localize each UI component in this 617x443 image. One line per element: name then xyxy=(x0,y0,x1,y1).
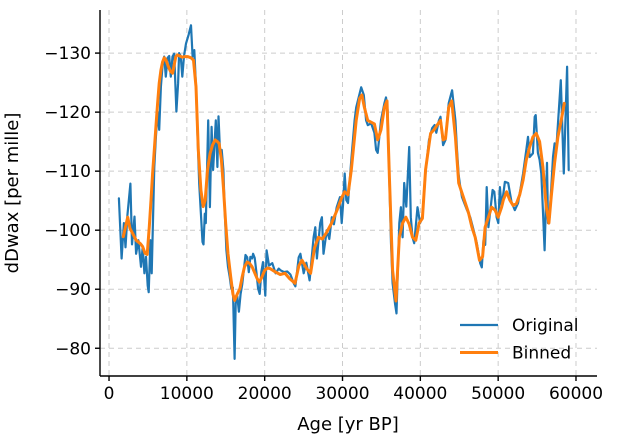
x-tick-label: 0 xyxy=(104,384,115,404)
x-axis-label: Age [yr BP] xyxy=(297,414,399,435)
data-series xyxy=(117,24,570,360)
y-tick-label: −100 xyxy=(44,221,91,241)
y-tick-label: −120 xyxy=(44,103,91,123)
x-tick-label: 60000 xyxy=(549,384,603,404)
x-tick-label: 10000 xyxy=(160,384,214,404)
y-tick-label: −130 xyxy=(44,44,91,64)
y-axis-label: dDwax [per mille] xyxy=(2,113,23,274)
y-tick-label: −80 xyxy=(55,339,91,359)
y-tick-label: −90 xyxy=(55,280,91,300)
x-tick-label: 30000 xyxy=(315,384,369,404)
legend: Original Binned xyxy=(460,316,579,364)
series-line-binned xyxy=(121,53,566,303)
legend-label-original: Original xyxy=(512,316,579,336)
legend-label-binned: Binned xyxy=(512,344,571,364)
x-tick-label: 40000 xyxy=(393,384,447,404)
x-tick-label: 20000 xyxy=(238,384,292,404)
y-tick-label: −110 xyxy=(44,162,91,182)
tick-labels: 0 10000 20000 30000 40000 50000 60000 −80 −90 −10… xyxy=(44,44,603,404)
axes-spines xyxy=(99,10,597,377)
x-tick-label: 50000 xyxy=(471,384,525,404)
